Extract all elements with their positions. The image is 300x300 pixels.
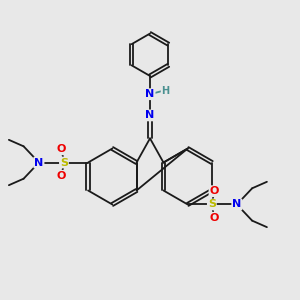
Text: O: O: [57, 144, 66, 154]
Text: S: S: [60, 158, 68, 167]
Text: O: O: [209, 213, 219, 223]
Text: O: O: [209, 186, 219, 196]
Text: O: O: [57, 171, 66, 181]
Text: N: N: [232, 200, 242, 209]
Text: N: N: [146, 110, 154, 120]
Text: N: N: [34, 158, 44, 167]
Text: H: H: [161, 86, 170, 96]
Text: N: N: [146, 89, 154, 99]
Text: S: S: [208, 200, 216, 209]
